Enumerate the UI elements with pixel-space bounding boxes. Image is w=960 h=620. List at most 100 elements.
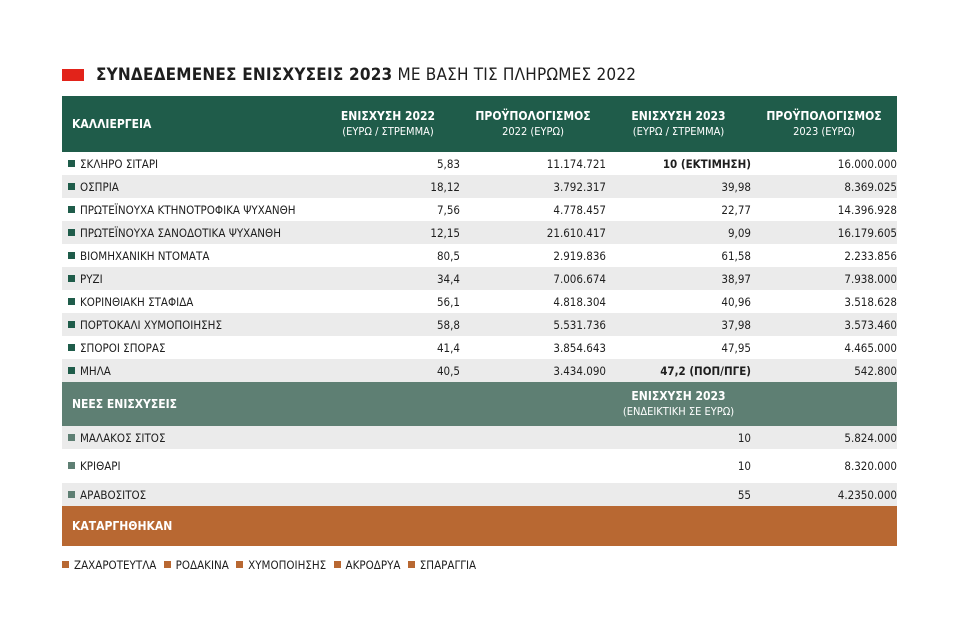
header-aid-2023-label: ΕΝΙΣΧΥΣΗ 2023 (631, 109, 726, 123)
aid-2022-cell: 34,4 (316, 267, 460, 290)
aid-2022-cell: 56,1 (316, 290, 460, 313)
table-row: ΠΡΩΤΕΪΝΟΥΧΑ ΣΑΝΟΔΟΤΙΚΑ ΨΥΧΑΝΘΗ 12,15 21.… (62, 221, 897, 244)
list-item: ΖΑΧΑΡΟΤΕΥΤΛΑ (62, 558, 156, 572)
green-square-icon (68, 274, 75, 282)
crop-cell: ΠΡΩΤΕΪΝΟΥΧΑ ΣΑΝΟΔΟΤΙΚΑ ΨΥΧΑΝΘΗ (62, 221, 316, 244)
red-square-icon (62, 69, 84, 81)
budget-2022-cell: 3.434.090 (460, 359, 606, 382)
page-title: ΣΥΝΔΕΔΕΜΕΝΕΣ ΕΝΙΣΧΥΣΕΙΣ 2023 ΜΕ ΒΑΣΗ ΤΙΣ… (62, 62, 636, 88)
budget-2023-cell: 4.2350.000 (751, 483, 897, 506)
budget-2022-cell: 2.919.836 (460, 244, 606, 267)
aid-2023-cell: 47,2 (ΠΟΠ/ΠΓΕ) (606, 359, 751, 382)
budget-2022-cell: 5.531.736 (460, 313, 606, 336)
budget-2022-cell: 11.174.721 (460, 152, 606, 175)
crop-name: ΣΚΛΗΡΟ ΣΙΤΑΡΙ (80, 156, 159, 171)
aid-2022-cell: 18,12 (316, 175, 460, 198)
empty-cell (460, 382, 606, 426)
crop-name: ΣΠΟΡΟΙ ΣΠΟΡΑΣ (80, 340, 166, 355)
table-row: ΑΡΑΒΟΣΙΤΟΣ 55 4.2350.000 (62, 483, 897, 506)
budget-2023-cell: 5.824.000 (751, 426, 897, 449)
list-item: ΣΠΑΡΑΓΓΙΑ (407, 558, 476, 572)
list-item: ΡΟΔΑΚΙΝΑ (163, 558, 229, 572)
empty-cell (606, 506, 751, 546)
empty-cell (460, 506, 606, 546)
crop-cell: ΑΡΑΒΟΣΙΤΟΣ (62, 483, 316, 506)
empty-cell (751, 382, 897, 426)
abolished-header-row: ΚΑΤΑΡΓΗΘΗΚΑΝ (62, 506, 897, 546)
title-text: ΣΥΝΔΕΔΕΜΕΝΕΣ ΕΝΙΣΧΥΣΕΙΣ 2023 ΜΕ ΒΑΣΗ ΤΙΣ… (96, 65, 636, 85)
header-budget-2023: ΠΡΟΫΠΟΛΟΓΙΣΜΟΣ 2023 (ΕΥΡΩ) (751, 96, 897, 152)
table-row: ΜΑΛΑΚΟΣ ΣΙΤΟΣ 10 5.824.000 (62, 426, 897, 449)
aid-2023-cell: 47,95 (606, 336, 751, 359)
crop-name: ΠΡΩΤΕΪΝΟΥΧΑ ΚΤΗΝΟΤΡΟΦΙΚΑ ΨΥΧΑΝΘΗ (80, 202, 296, 217)
empty-cell (316, 483, 460, 506)
budget-2023-cell: 8.369.025 (751, 175, 897, 198)
sage-square-icon (68, 433, 75, 441)
header-aid-2022-label: ΕΝΙΣΧΥΣΗ 2022 (340, 109, 436, 123)
budget-2023-cell: 4.465.000 (751, 336, 897, 359)
empty-cell (316, 449, 460, 483)
crop-name: ΚΟΡΙΝΘΙΑΚΗ ΣΤΑΦΙΔΑ (80, 294, 194, 309)
aid-2022-cell: 58,8 (316, 313, 460, 336)
crop-name: ΚΡΙΘΑΡΙ (80, 459, 121, 473)
rust-square-icon (333, 561, 341, 568)
table-row: ΚΟΡΙΝΘΙΑΚΗ ΣΤΑΦΙΔΑ 56,1 4.818.304 40,96 … (62, 290, 897, 313)
table-row: ΟΣΠΡΙΑ 18,12 3.792.317 39,98 8.369.025 (62, 175, 897, 198)
crop-cell: ΡΥΖΙ (62, 267, 316, 290)
empty-cell (751, 506, 897, 546)
crop-cell: ΣΚΛΗΡΟ ΣΙΤΑΡΙ (62, 152, 316, 175)
green-square-icon (68, 205, 75, 213)
budget-2022-cell: 3.792.317 (460, 175, 606, 198)
aid-2023-cell: 22,77 (606, 198, 751, 221)
header-aid-2023-unit: (ΕΥΡΩ / ΣΤΡΕΜΜΑ) (632, 125, 725, 138)
table-row: ΣΚΛΗΡΟ ΣΙΤΑΡΙ 5,83 11.174.721 10 (ΕΚΤΙΜΗ… (62, 152, 897, 175)
empty-cell (460, 449, 606, 483)
crop-name: ΜΗΛΑ (80, 363, 111, 378)
crop-name: ΡΥΖΙ (80, 271, 103, 286)
empty-cell (316, 382, 460, 426)
budget-2023-cell: 16.000.000 (751, 152, 897, 175)
aid-2022-cell: 7,56 (316, 198, 460, 221)
sage-square-icon (68, 462, 75, 469)
green-square-icon (68, 366, 75, 374)
header-aid-2022-unit: (ΕΥΡΩ / ΣΤΡΕΜΜΑ) (342, 125, 434, 138)
new-aid-label: ΝΕΕΣ ΕΝΙΣΧΥΣΕΙΣ (62, 382, 316, 426)
green-square-icon (68, 228, 75, 236)
aid-2023-cell: 10 (606, 449, 751, 483)
budget-2022-cell: 21.610.417 (460, 221, 606, 244)
rust-square-icon (407, 561, 415, 568)
budget-2023-cell: 8.320.000 (751, 449, 897, 483)
empty-cell (460, 483, 606, 506)
aid-2023-cell: 10 (ΕΚΤΙΜΗΣΗ) (606, 152, 751, 175)
crop-cell: ΚΟΡΙΝΘΙΑΚΗ ΣΤΑΦΙΔΑ (62, 290, 316, 313)
aid-2022-cell: 40,5 (316, 359, 460, 382)
title-bold: ΣΥΝΔΕΔΕΜΕΝΕΣ ΕΝΙΣΧΥΣΕΙΣ 2023 (96, 65, 393, 85)
budget-2022-cell: 7.006.674 (460, 267, 606, 290)
abolished-item-label: ΧΥΜΟΠΟΙΗΣΗΣ (248, 558, 327, 572)
rust-square-icon (163, 561, 171, 568)
header-budget-2022-unit: 2022 (ΕΥΡΩ) (502, 125, 564, 138)
aid-2023-cell: 61,58 (606, 244, 751, 267)
header-budget-2022: ΠΡΟΫΠΟΛΟΓΙΣΜΟΣ 2022 (ΕΥΡΩ) (460, 96, 606, 152)
list-item: ΧΥΜΟΠΟΙΗΣΗΣ (236, 558, 326, 572)
crop-cell: ΜΑΛΑΚΟΣ ΣΙΤΟΣ (62, 426, 316, 449)
crop-cell: ΣΠΟΡΟΙ ΣΠΟΡΑΣ (62, 336, 316, 359)
budget-2023-cell: 542.800 (751, 359, 897, 382)
empty-cell (316, 506, 460, 546)
green-square-icon (68, 320, 75, 328)
table-row: ΒΙΟΜΗΧΑΝΙΚΗ ΝΤΟΜΑΤΑ 80,5 2.919.836 61,58… (62, 244, 897, 267)
green-square-icon (68, 251, 75, 259)
new-aid-2023-header: ΕΝΙΣΧΥΣΗ 2023 (ΕΝΔΕΙΚΤΙΚΗ ΣΕ ΕΥΡΩ) (606, 382, 751, 426)
list-item: ΑΚΡΟΔΡΥΑ (333, 558, 400, 572)
abolished-item-label: ΡΟΔΑΚΙΝΑ (175, 558, 229, 572)
budget-2022-cell: 4.818.304 (460, 290, 606, 313)
new-aid-2023-label: ΕΝΙΣΧΥΣΗ 2023 (631, 389, 726, 403)
crop-cell: ΒΙΟΜΗΧΑΝΙΚΗ ΝΤΟΜΑΤΑ (62, 244, 316, 267)
header-aid-2023: ΕΝΙΣΧΥΣΗ 2023 (ΕΥΡΩ / ΣΤΡΕΜΜΑ) (606, 96, 751, 152)
crop-name: ΠΡΩΤΕΪΝΟΥΧΑ ΣΑΝΟΔΟΤΙΚΑ ΨΥΧΑΝΘΗ (80, 225, 281, 240)
empty-cell (316, 426, 460, 449)
budget-2022-cell: 4.778.457 (460, 198, 606, 221)
empty-cell (460, 426, 606, 449)
budget-2022-cell: 3.854.643 (460, 336, 606, 359)
aid-2023-cell: 38,97 (606, 267, 751, 290)
